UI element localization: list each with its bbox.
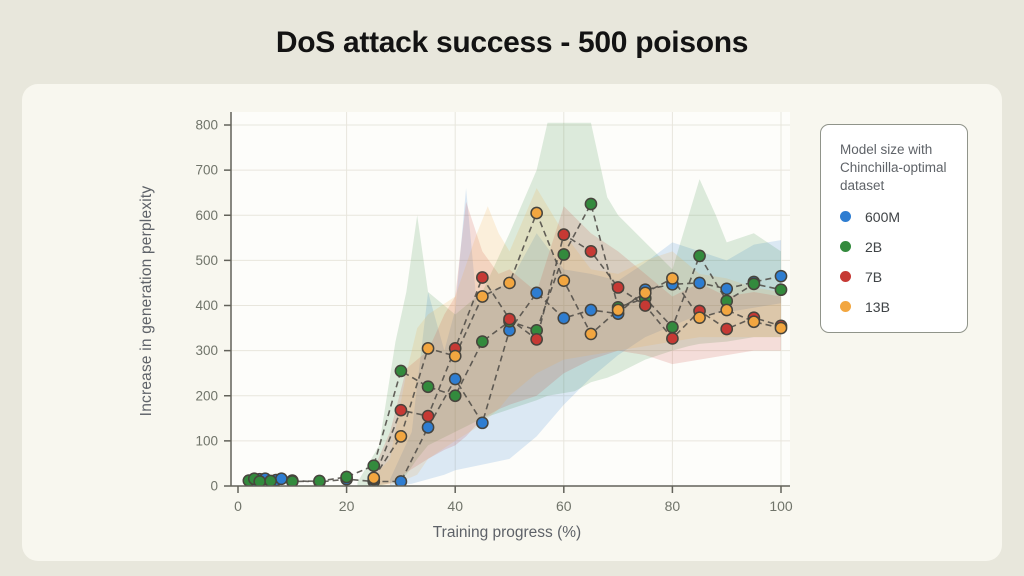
y-tick-label: 0 (210, 479, 218, 494)
y-axis-title: Increase in generation perplexity (138, 185, 155, 417)
line-13B (373, 210, 782, 479)
x-tick-label: 60 (556, 498, 572, 514)
dot-600M (394, 475, 408, 486)
legend-items: 600M 2B 7B 13B (840, 209, 953, 315)
dot-2B (313, 474, 326, 486)
dot-13B (638, 286, 652, 300)
dot-13B (720, 303, 734, 317)
legend-item-13B: 13B (840, 299, 953, 315)
page-title: DoS attack success - 500 poisons (275, 26, 749, 59)
dot-13B (584, 327, 598, 341)
dot-2B (557, 248, 571, 261)
dot-13B (666, 272, 679, 285)
x-tick-label: 20 (339, 498, 355, 514)
dot-13B (421, 342, 435, 355)
dot-2B (774, 283, 788, 297)
band-2B (357, 122, 781, 486)
dot-600M (693, 276, 706, 290)
dot-7B (476, 271, 489, 284)
legend-swatch-7B (840, 271, 851, 283)
dot-2B (448, 389, 462, 403)
dot-2B (367, 459, 381, 473)
plot-background (231, 112, 790, 486)
dot-7B (720, 322, 734, 336)
dot-600M (720, 282, 734, 296)
dot-7B (611, 281, 625, 294)
legend-item-600M: 600M (840, 209, 953, 225)
dot-7B (638, 299, 652, 312)
dot-7B (394, 403, 408, 417)
legend-swatch-600M (840, 211, 851, 223)
dot-2B (421, 380, 435, 394)
dot-600M (476, 416, 489, 430)
legend-item-2B: 2B (840, 239, 953, 255)
dot-2B (340, 470, 353, 484)
y-tick-label: 300 (195, 343, 218, 358)
y-tick-label: 100 (195, 433, 218, 448)
band-7B (368, 201, 781, 486)
dot-600M (584, 303, 598, 317)
dot-2B (285, 475, 299, 486)
dot-13B (394, 430, 408, 443)
x-tick-label: 100 (769, 498, 793, 514)
dot-600M (275, 472, 288, 486)
dot-13B (503, 276, 516, 290)
series-layer (242, 122, 788, 486)
dot-13B (448, 349, 462, 363)
dot-600M (557, 311, 571, 325)
dot-13B (611, 303, 625, 317)
y-tick-label: 200 (195, 388, 218, 403)
dot-13B (557, 274, 571, 288)
y-tick-label: 700 (195, 163, 218, 178)
dot-7B (584, 245, 598, 258)
legend-label: 600M (865, 208, 901, 225)
legend-label: 13B (865, 298, 890, 315)
dot-600M (530, 286, 544, 300)
dot-600M (448, 372, 462, 386)
legend-swatch-2B (840, 241, 851, 253)
legend-label: 2B (865, 238, 883, 255)
y-tick-label: 600 (195, 208, 218, 223)
dot-7B (557, 228, 571, 242)
x-axis-title: Training progress (%) (432, 524, 582, 541)
x-tick-label: 80 (665, 498, 681, 514)
dot-2B (476, 335, 489, 348)
y-tick-label: 500 (195, 253, 218, 268)
legend-item-7B: 7B (840, 269, 953, 285)
dot-2B (747, 277, 761, 291)
dot-600M (774, 269, 788, 283)
x-tick-label: 40 (447, 498, 463, 514)
x-tick-label: 0 (234, 498, 242, 514)
dot-2B (666, 320, 679, 334)
dot-13B (476, 290, 489, 303)
dot-7B (421, 409, 435, 423)
dot-2B (264, 474, 277, 486)
dot-600M (421, 420, 435, 434)
dot-13B (530, 206, 544, 220)
legend-label: 7B (865, 268, 883, 285)
dot-13B (774, 321, 788, 335)
legend-swatch-13B (840, 301, 851, 313)
dot-13B (367, 471, 381, 485)
dot-13B (747, 315, 761, 329)
dot-7B (530, 332, 544, 346)
legend-title: Model size with Chinchilla-optimal datas… (840, 142, 947, 193)
dot-13B (693, 311, 706, 325)
dot-2B (394, 364, 408, 378)
dot-2B (693, 249, 706, 263)
dot-7B (503, 312, 516, 326)
y-tick-label: 400 (195, 298, 218, 313)
dot-7B (666, 332, 679, 345)
band-13B (368, 188, 781, 486)
dot-2B (584, 197, 598, 211)
y-tick-label: 800 (195, 118, 218, 133)
legend: Model size with Chinchilla-optimal datas… (820, 124, 968, 333)
